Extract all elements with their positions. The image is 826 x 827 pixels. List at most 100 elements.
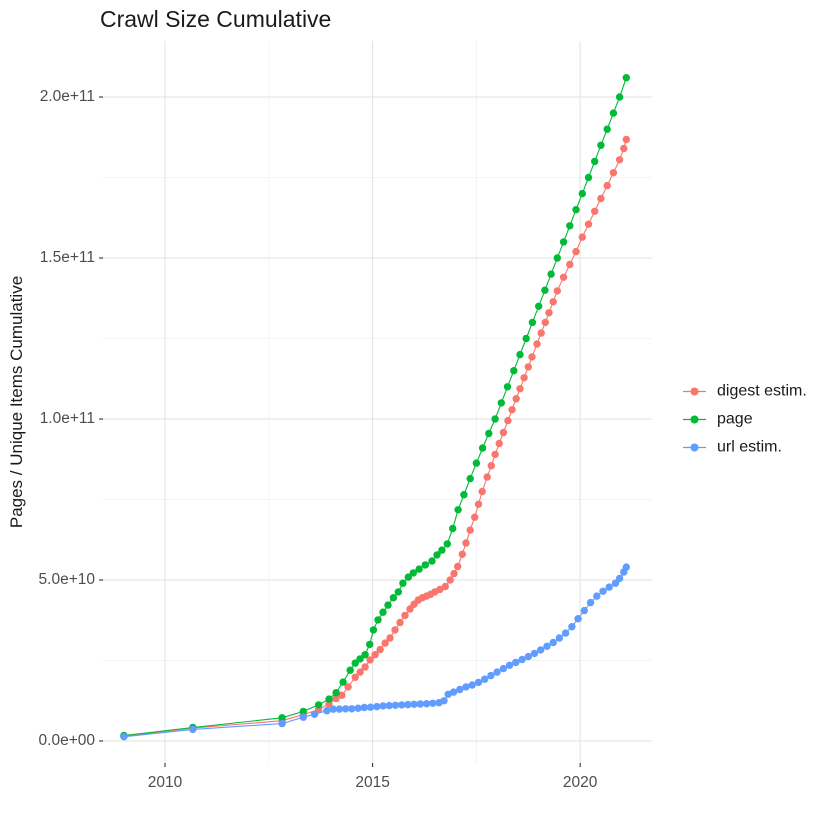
data-point — [416, 700, 424, 708]
data-point — [615, 574, 624, 583]
chart-title: Crawl Size Cumulative — [100, 6, 331, 32]
data-point — [622, 74, 630, 82]
data-point — [339, 678, 347, 686]
data-point — [348, 705, 356, 713]
data-point — [399, 579, 407, 587]
data-point — [314, 701, 323, 709]
data-point — [518, 655, 526, 664]
data-point — [572, 247, 580, 256]
data-point — [409, 569, 417, 577]
data-point — [438, 546, 446, 554]
data-point — [478, 444, 487, 452]
y-tick-label: 2.0e+11 — [40, 88, 95, 105]
series-page — [120, 74, 630, 740]
data-point — [454, 506, 462, 514]
legend-item-url-estim: url estim. — [683, 439, 782, 456]
data-point — [458, 550, 466, 558]
data-point — [559, 273, 568, 281]
data-point — [591, 207, 599, 215]
data-point — [522, 334, 530, 343]
data-point — [599, 587, 607, 595]
data-point — [433, 551, 441, 559]
data-point — [398, 701, 406, 709]
data-point — [386, 634, 394, 642]
data-point — [443, 540, 451, 548]
data-point — [346, 666, 354, 674]
data-point — [508, 406, 516, 414]
data-point — [460, 491, 468, 499]
data-point — [553, 287, 561, 295]
data-point — [622, 563, 630, 571]
data-point — [524, 363, 532, 371]
x-tick-label: 2015 — [355, 774, 389, 791]
data-series-layer — [120, 74, 630, 741]
data-point — [478, 487, 486, 496]
data-point — [591, 157, 599, 166]
data-point — [374, 616, 382, 624]
series-url-estim — [120, 563, 630, 741]
legend-item-digest-estim: digest estim. — [683, 383, 807, 400]
data-point — [428, 557, 436, 565]
data-point — [351, 659, 359, 667]
data-point — [499, 664, 508, 673]
gridlines-minor — [103, 41, 652, 763]
data-point — [495, 439, 503, 448]
data-point — [474, 500, 483, 508]
data-point — [559, 238, 568, 246]
data-point — [440, 697, 448, 705]
data-point — [497, 399, 505, 407]
data-point — [487, 462, 495, 470]
data-point — [487, 671, 495, 680]
data-point — [120, 733, 128, 741]
data-point — [466, 474, 474, 483]
axis-ticks — [99, 96, 581, 767]
data-point — [323, 707, 331, 715]
data-point — [472, 459, 481, 467]
data-point — [524, 652, 532, 661]
data-point — [541, 286, 549, 294]
data-point — [491, 415, 499, 423]
data-point — [545, 309, 553, 317]
data-point — [394, 588, 402, 596]
data-point — [462, 683, 470, 691]
data-point — [541, 318, 549, 327]
data-point — [338, 691, 346, 699]
data-point — [466, 526, 474, 534]
data-point — [597, 194, 605, 203]
data-point — [516, 385, 524, 393]
data-point — [528, 318, 537, 327]
data-point — [603, 125, 611, 133]
data-point — [404, 573, 412, 581]
data-point — [379, 702, 387, 710]
data-point — [553, 254, 561, 262]
data-point — [528, 353, 536, 361]
data-point — [609, 109, 618, 117]
y-tick-label: 1.5e+11 — [40, 249, 95, 266]
data-point — [510, 367, 518, 375]
data-point — [406, 605, 414, 613]
data-point — [278, 714, 286, 722]
data-point — [578, 233, 586, 241]
data-point — [504, 416, 512, 425]
data-point — [561, 629, 570, 637]
data-point — [401, 611, 409, 620]
series-digest-estim — [120, 135, 630, 740]
legend: digest estim. page url estim. — [683, 383, 807, 456]
data-point — [396, 618, 404, 627]
data-point — [462, 539, 470, 547]
data-point — [404, 700, 412, 709]
data-point — [441, 582, 449, 591]
data-point — [456, 685, 464, 694]
data-point — [512, 658, 520, 667]
data-point — [369, 626, 378, 634]
data-point — [371, 651, 379, 659]
y-tick-label: 5.0e+10 — [39, 571, 96, 588]
data-point — [361, 651, 369, 659]
data-point — [572, 206, 580, 214]
data-point — [491, 450, 499, 459]
data-point — [499, 428, 508, 437]
x-tick-label: 2010 — [148, 774, 183, 791]
data-point — [620, 144, 628, 153]
data-point — [512, 395, 520, 403]
